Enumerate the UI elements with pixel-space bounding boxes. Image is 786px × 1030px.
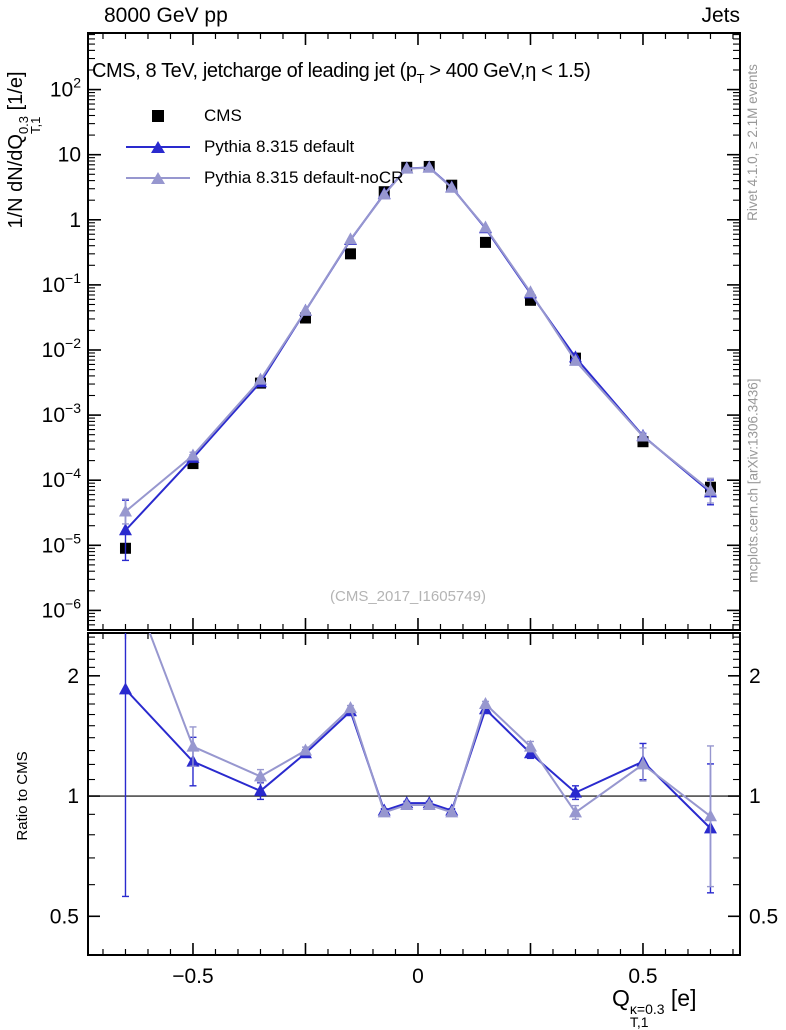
main-panel-series [118,160,717,562]
series-ratio-pythia-nocr [148,633,717,888]
beam-energy-label: 8000 GeV pp [104,4,228,27]
series-cms [119,160,716,554]
square-icon [152,109,164,122]
plot-title: CMS, 8 TeV, jetcharge of leading jet (pT… [92,60,591,86]
main-y-axis-ticks [88,34,740,631]
triangle-icon [151,171,165,184]
x-axis-ticks [102,33,734,955]
ratio-axis-title: Ratio to CMS [14,751,31,841]
legend-label: Pythia 8.315 default [204,136,355,156]
svg-text:1: 1 [67,785,79,808]
svg-text:0.5: 0.5 [50,905,79,928]
main-y-axis-tick-labels: 102 10 1 10−1 10−2 10−3 10−4 10−5 10−6 [42,75,82,623]
svg-text:102: 102 [50,75,81,102]
error-bars-pythia-nocr [121,166,714,525]
legend-entry-pythia-default: Pythia 8.315 default [126,131,403,162]
legend-label: Pythia 8.315 default-noCR [204,167,404,187]
series-pythia-nocr [118,160,717,525]
svg-text:2: 2 [67,665,79,688]
svg-text:10−2: 10−2 [42,335,82,362]
legend: CMS Pythia 8.315 default Pythia 8.315 de… [126,100,403,193]
svg-text:0.5: 0.5 [628,965,657,988]
ratio-panel-series [118,633,717,898]
pythia-nocr-line-marker-icon [126,171,190,184]
svg-text:10−3: 10−3 [42,400,82,427]
markers-ratio-pythia-default [118,682,717,834]
legend-entry-pythia-nocr: Pythia 8.315 default-noCR [126,162,403,193]
x-axis-tick-labels: −0.5 0 0.5 [172,965,657,988]
svg-text:10−4: 10−4 [42,465,82,492]
svg-text:10−6: 10−6 [42,595,82,622]
svg-text:2: 2 [749,665,761,688]
markers-ratio-pythia-nocr [186,697,717,822]
svg-text:1: 1 [69,209,81,232]
ratio-y-axis-tick-labels: 2 2 1 1 0.5 0.5 [50,665,778,928]
legend-label: CMS [204,105,242,125]
svg-text:10−1: 10−1 [42,270,82,297]
error-bars-ratio-pythia-default [121,633,714,898]
markers-pythia-default [118,160,717,536]
legend-entry-cms: CMS [126,100,403,131]
markers-cms [119,160,716,554]
svg-text:10: 10 [58,144,81,167]
series-pythia-default [118,160,717,562]
mcplots-credit: mcplots.cern.ch [arXiv:1306.3436] [745,378,761,583]
svg-text:0.5: 0.5 [749,905,778,928]
pythia-default-line-marker-icon [126,140,190,153]
analysis-type-label: Jets [701,4,740,27]
cms-square-marker-icon [126,109,190,122]
analysis-id-watermark: (CMS_2017_I1605749) [330,588,486,605]
error-bars-ratio-pythia-nocr [189,700,714,888]
svg-text:0: 0 [412,965,424,988]
y-axis-title: 1/N dN/dQ 0.3 T,1 [1/e] [5,71,43,229]
y-axis-title-scripts: 0.3 T,1 [16,115,43,135]
x-axis-title-scripts: κ=0.3 T,1 [629,1001,665,1030]
svg-text:1: 1 [749,785,761,808]
rivet-version-credit: Rivet 4.1.0, ≥ 2.1M events [745,64,760,221]
svg-text:10−5: 10−5 [42,530,82,557]
svg-text:−0.5: −0.5 [172,965,213,988]
series-ratio-pythia-default [118,633,717,898]
markers-pythia-nocr [118,160,717,517]
panel-frames [87,32,741,956]
error-bars-pythia-default [121,166,714,562]
triangle-icon [151,140,165,153]
